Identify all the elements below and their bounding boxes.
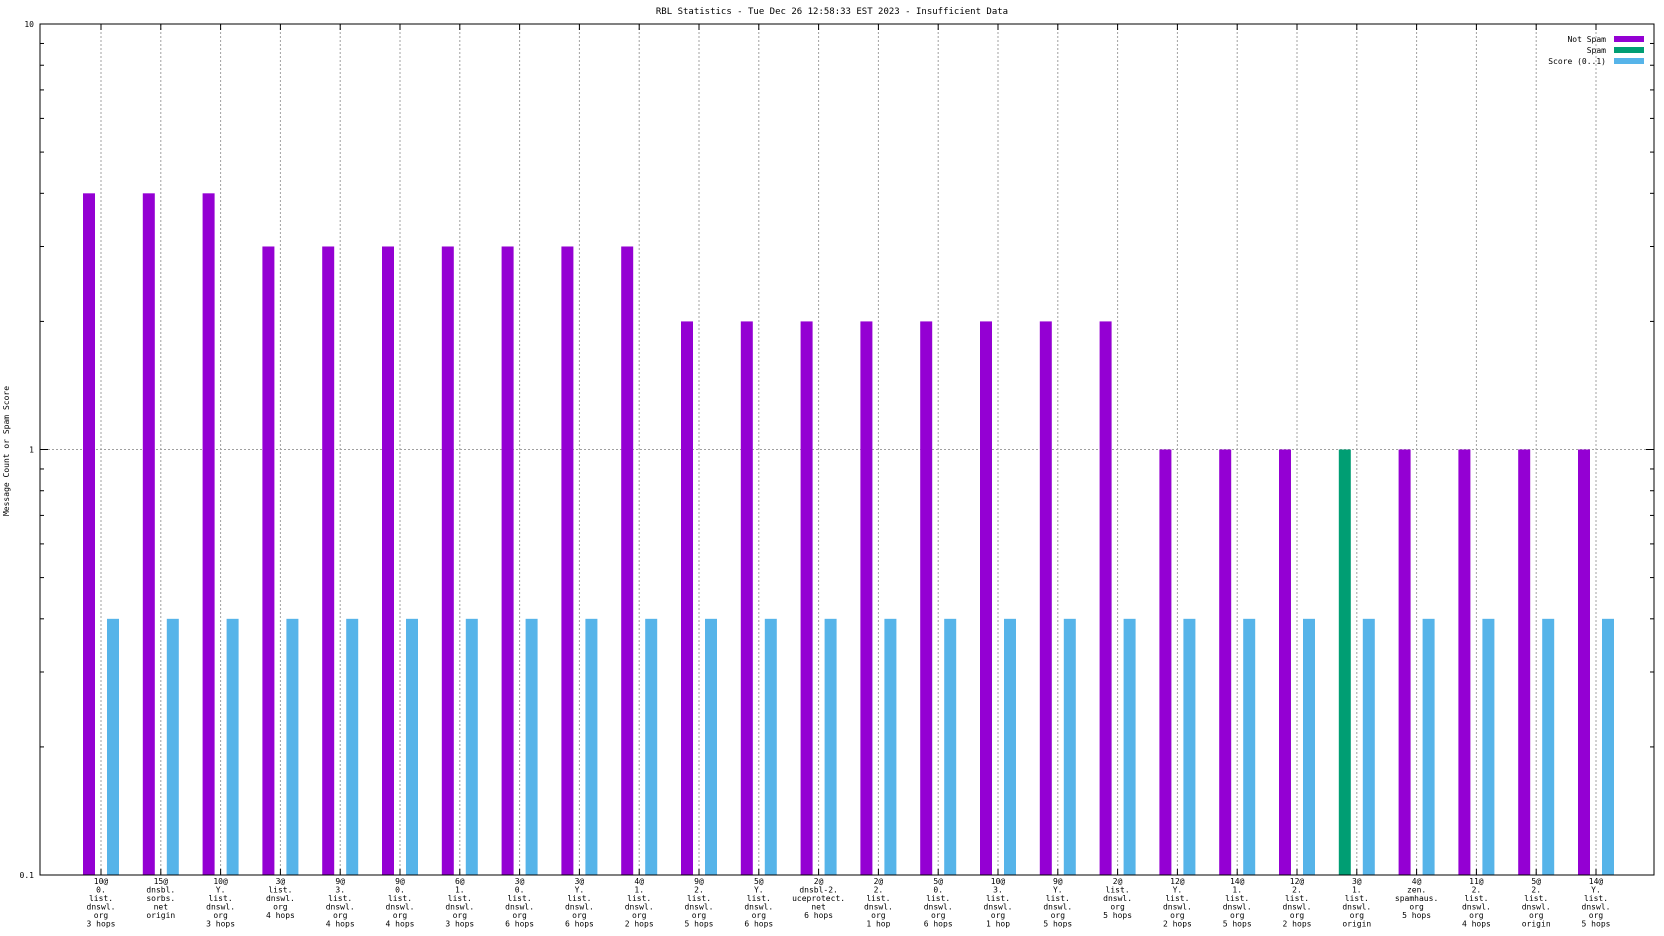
x-category-label: 14@ 1. list. dnswl. org 5 hops	[1223, 877, 1252, 929]
bar-not-spam	[501, 246, 514, 875]
bar-score-0-1	[286, 618, 299, 875]
legend: Not Spam Spam Score (0..1)	[1548, 35, 1644, 66]
x-category-label: 3@ 0. list. dnswl. org 6 hops	[505, 877, 534, 929]
bar-score-0-1	[884, 618, 897, 875]
bar-score-0-1	[166, 618, 179, 875]
grid-layer	[40, 24, 1654, 875]
y-tick-label: 10	[24, 20, 34, 29]
bar-not-spam	[1099, 321, 1112, 875]
bar-score-0-1	[1362, 618, 1375, 875]
bar-score-0-1	[346, 618, 359, 875]
x-category-label: 3@ 1. list. dnswl. org origin	[1342, 877, 1371, 929]
bar-score-0-1	[525, 618, 538, 875]
bar-not-spam	[1518, 449, 1531, 875]
bar-score-0-1	[705, 618, 717, 875]
bar-score-0-1	[944, 618, 957, 875]
bar-not-spam	[142, 193, 155, 875]
bar-score-0-1	[1004, 618, 1016, 875]
x-category-label: 9@ 0. list. dnswl. org 4 hops	[386, 877, 415, 929]
bars-layer	[83, 193, 1614, 875]
bar-not-spam	[322, 246, 335, 875]
bar-score-0-1	[764, 618, 777, 875]
x-category-label: 2@ 2. list. dnswl. org 1 hop	[864, 877, 893, 929]
legend-swatch	[1614, 47, 1644, 53]
x-category-label: 10@ 3. list. dnswl. org 1 hop	[984, 877, 1013, 929]
x-category-label: 3@ Y. list. dnswl. org 6 hops	[565, 877, 594, 929]
bar-not-spam	[860, 321, 873, 875]
x-category-labels: 10@ 0. list. dnswl. org 3 hops 15@ dnsbl. sorbs.…	[87, 877, 1611, 929]
bar-score-0-1	[406, 618, 418, 875]
x-category-label: 14@ Y. list. dnswl. org 5 hops	[1582, 877, 1611, 929]
y-axis-label: Message Count or Spam Score	[2, 386, 11, 516]
x-category-label: 3@ list. dnswl. org 4 hops	[266, 877, 295, 920]
bar-not-spam	[83, 193, 95, 875]
bar-score-0-1	[1123, 618, 1136, 875]
bar-not-spam	[202, 193, 215, 875]
bar-score-0-1	[465, 618, 478, 875]
x-category-label: 9@ 2. list. dnswl. org 5 hops	[685, 877, 714, 929]
bar-not-spam	[262, 246, 275, 875]
bar-score-0-1	[645, 618, 658, 875]
bar-score-0-1	[1063, 618, 1076, 875]
bar-not-spam	[1398, 449, 1411, 875]
bar-not-spam	[561, 246, 574, 875]
bar-not-spam	[621, 246, 634, 875]
legend-swatch	[1614, 36, 1644, 42]
x-category-label: 12@ Y. list. dnswl. org 2 hops	[1163, 877, 1192, 929]
bar-score-0-1	[1303, 618, 1315, 875]
x-category-label: 4@ 1. list. dnswl. org 2 hops	[625, 877, 654, 929]
bar-not-spam	[920, 321, 933, 875]
bar-not-spam	[740, 321, 753, 875]
bar-not-spam	[1039, 321, 1052, 875]
bar-not-spam	[1458, 449, 1471, 875]
bar-spam	[1338, 449, 1351, 875]
x-category-label: 2@ list. dnswl. org 5 hops	[1103, 877, 1132, 920]
bar-score-0-1	[585, 618, 598, 875]
x-category-label: 15@ dnsbl. sorbs. net origin	[146, 877, 175, 920]
bar-score-0-1	[1542, 618, 1555, 875]
chart-title: RBL Statistics - Tue Dec 26 12:58:33 EST…	[656, 7, 1008, 17]
bar-score-0-1	[226, 618, 239, 875]
x-category-label: 9@ Y. list. dnswl. org 5 hops	[1043, 877, 1072, 929]
y-tick-label: 0.1	[20, 871, 35, 880]
x-category-label: 10@ 0. list. dnswl. org 3 hops	[87, 877, 116, 929]
legend-label: Not Spam	[1567, 35, 1606, 44]
plot-border	[39, 23, 1655, 876]
legend-swatch	[1614, 58, 1644, 64]
bar-not-spam	[441, 246, 454, 875]
x-category-label: 5@ 0. list. dnswl. org 6 hops	[924, 877, 953, 929]
bar-not-spam	[980, 321, 992, 875]
bar-score-0-1	[1183, 618, 1196, 875]
x-category-label: 12@ 2. list. dnswl. org 2 hops	[1283, 877, 1312, 929]
bar-not-spam	[1578, 449, 1590, 875]
bar-not-spam	[681, 321, 693, 875]
bar-score-0-1	[1602, 618, 1614, 875]
x-category-label: 5@ 2. list. dnswl. org origin	[1522, 877, 1551, 929]
x-category-label: 9@ 3. list. dnswl. org 4 hops	[326, 877, 355, 929]
bar-score-0-1	[107, 618, 119, 875]
legend-label: Spam	[1587, 46, 1606, 55]
y-tick-label: 1	[29, 446, 34, 455]
bar-score-0-1	[824, 618, 837, 875]
bar-score-0-1	[1243, 618, 1256, 875]
bar-score-0-1	[1422, 618, 1435, 875]
ticks-layer: 0.1 1 10	[20, 20, 1654, 880]
legend-label: Score (0..1)	[1548, 57, 1606, 66]
bar-score-0-1	[1482, 618, 1495, 875]
bar-not-spam	[1219, 449, 1232, 875]
x-category-label: 10@ Y. list. dnswl. org 3 hops	[206, 877, 235, 929]
x-category-label: 4@ zen. spamhaus. org 5 hops	[1395, 877, 1438, 920]
bar-not-spam	[1279, 449, 1291, 875]
bar-not-spam	[382, 246, 394, 875]
x-category-label: 5@ Y. list. dnswl. org 6 hops	[744, 877, 773, 929]
x-category-label: 6@ 1. list. dnswl. org 3 hops	[445, 877, 474, 929]
bar-not-spam	[1159, 449, 1172, 875]
x-category-label: 11@ 2. list. dnswl. org 4 hops	[1462, 877, 1491, 929]
bar-not-spam	[800, 321, 813, 875]
x-category-label: 2@ dnsbl-2. uceprotect. net 6 hops	[792, 877, 845, 920]
